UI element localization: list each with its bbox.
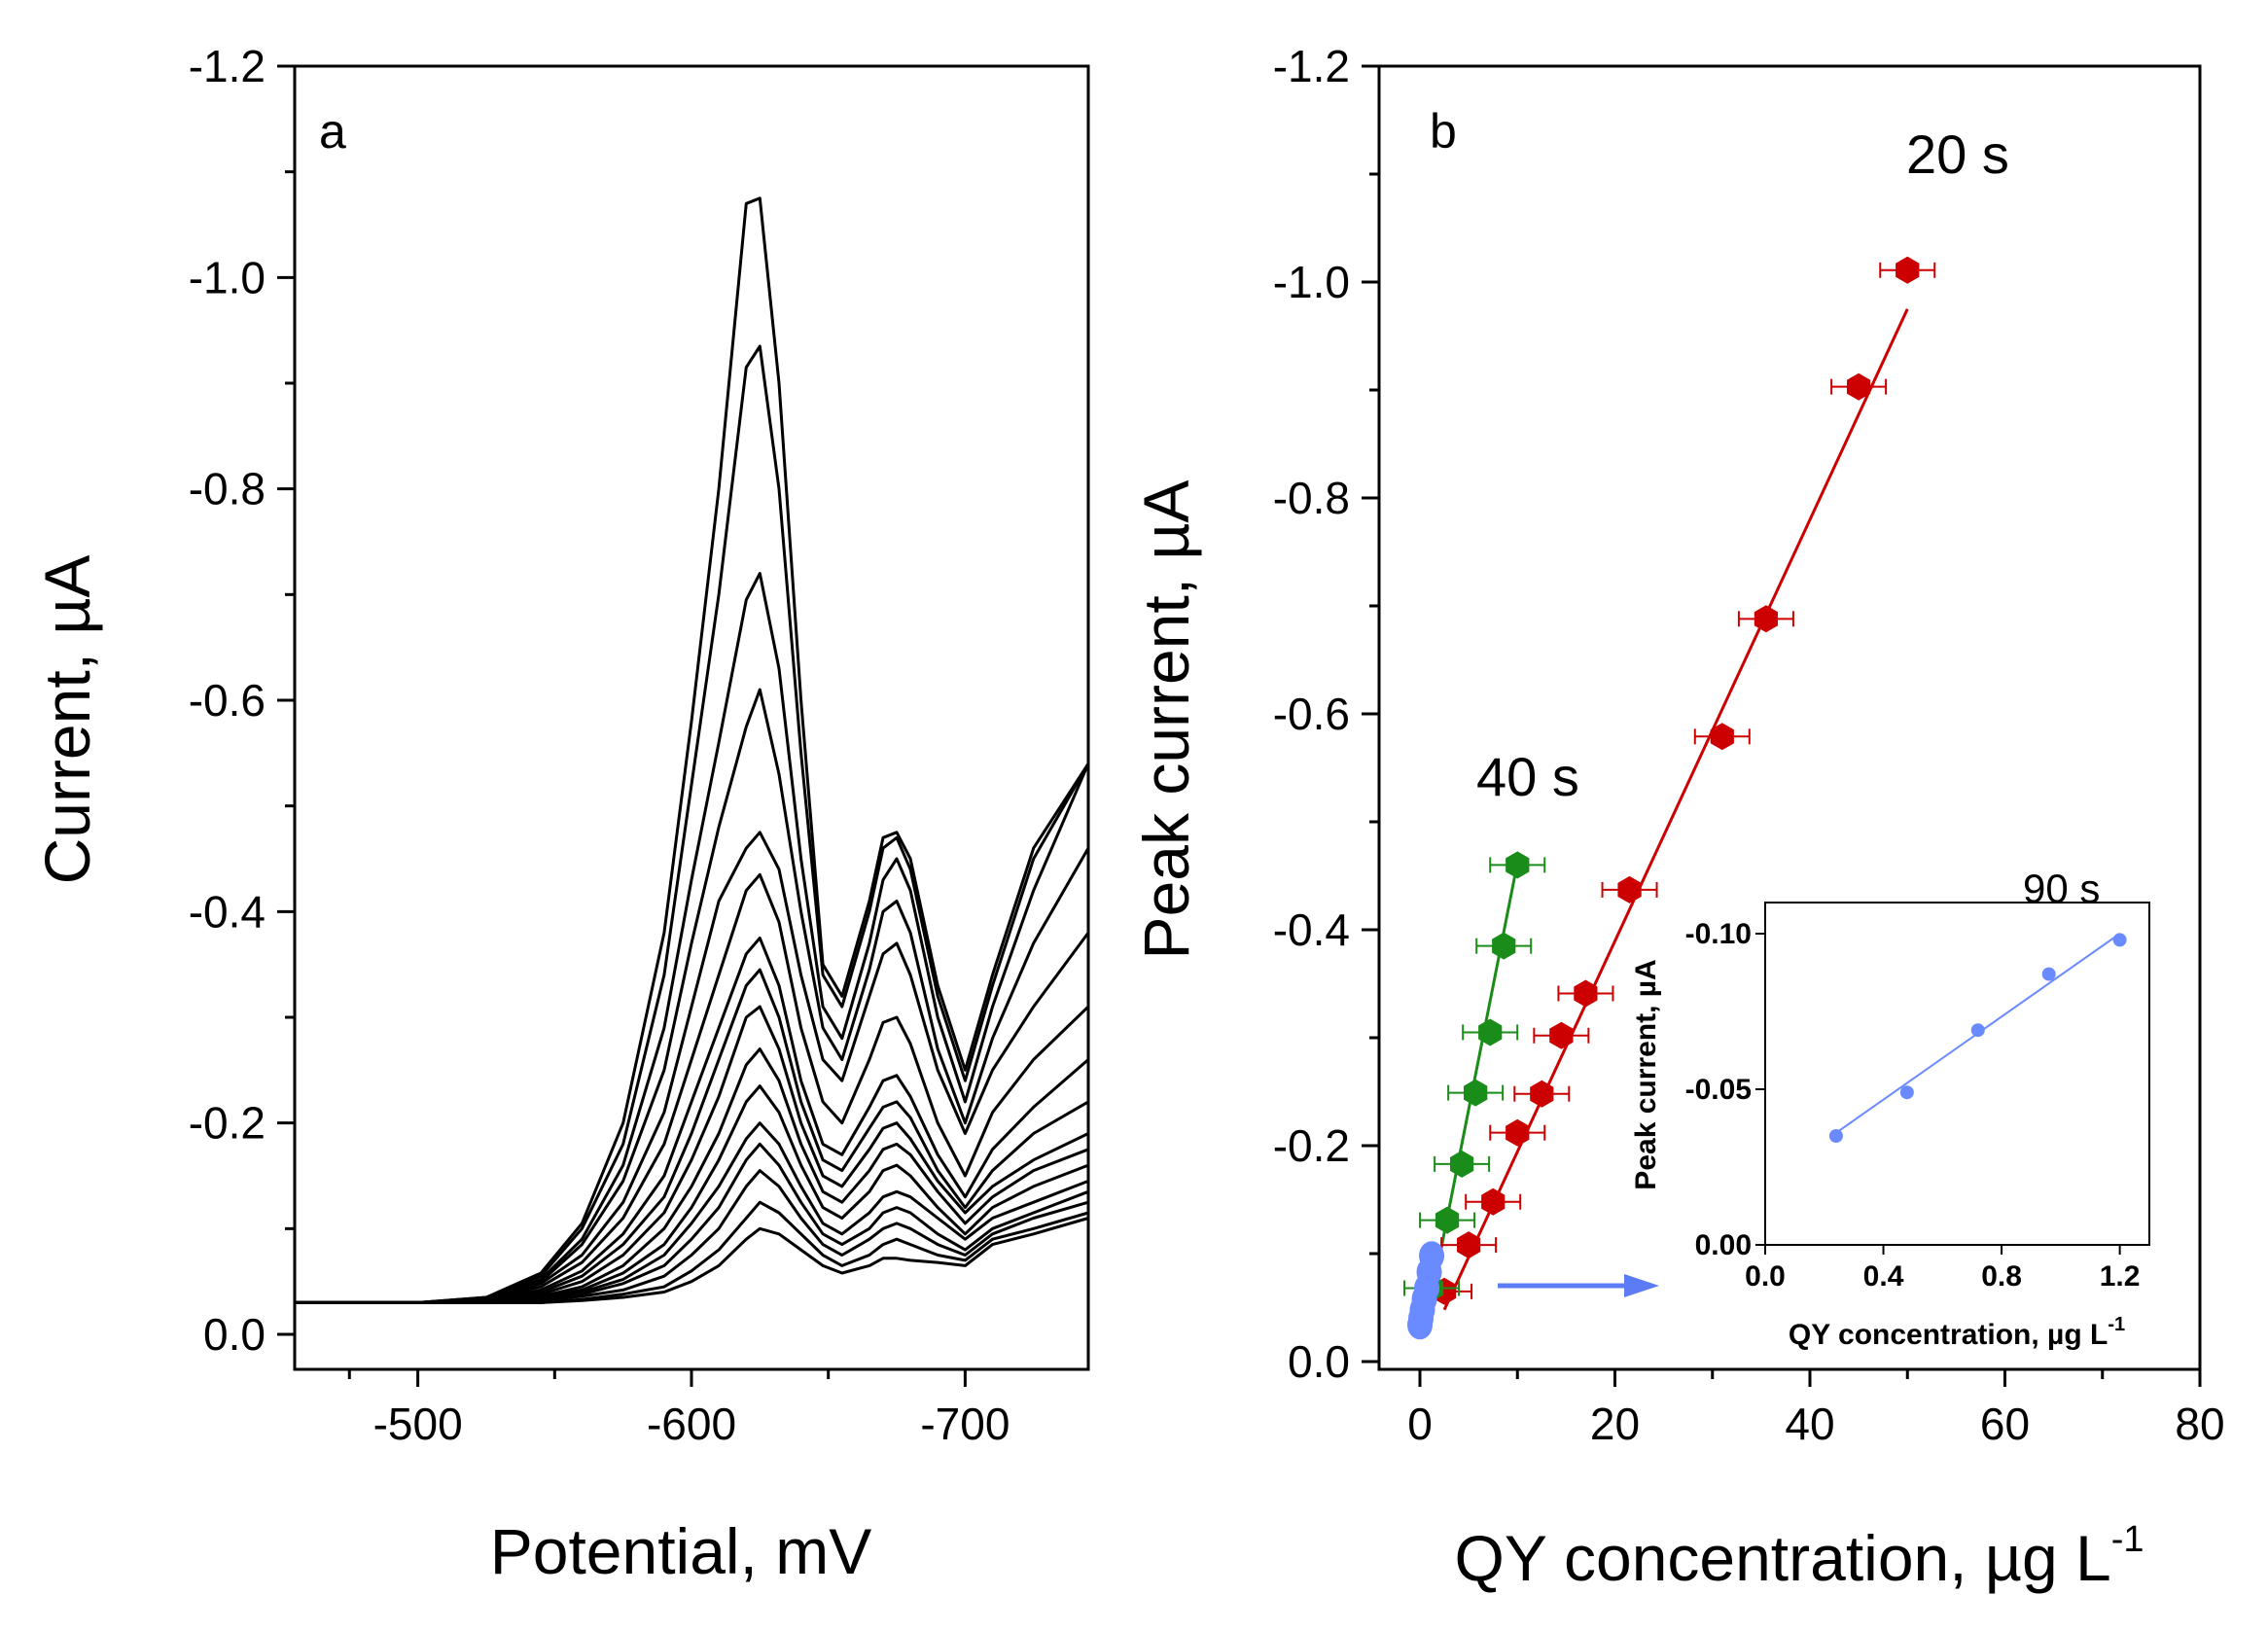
data-point-20s: [1754, 605, 1778, 633]
voltammogram-curve-2: [295, 1200, 1089, 1304]
voltammogram-curve-7: [295, 1047, 1089, 1304]
panel-b-y-tick-label: -1.0: [1273, 257, 1350, 307]
voltammogram-curve-13: [295, 688, 1090, 1304]
panel-a: -500 -600 -700 0.0 -0.2 -0.4 -0.6 -0.8 -1.0 -1.2…: [31, 41, 1090, 1587]
data-point-20s: [1549, 1021, 1574, 1049]
panel-b-x-axis-label-text: QY concentration, µg L: [1454, 1522, 2110, 1594]
panel-b-x-tick-label: 60: [1980, 1399, 2030, 1449]
panel-a-y-tick-label: -0.6: [189, 675, 266, 726]
data-point-40s: [1435, 1206, 1460, 1234]
inset-y-ticks: 0.00 -0.05 -0.10: [1685, 918, 1765, 1261]
inset-x-axis-label: QY concentration, µg L-1: [1789, 1314, 2125, 1351]
inset-data-point: [1899, 1085, 1914, 1100]
inset-data-point: [1970, 1023, 1985, 1038]
arrow-to-inset: [1498, 1274, 1659, 1297]
inset-y-axis-label: Peak current, µA: [1630, 959, 1662, 1189]
panel-a-curves: [295, 196, 1090, 1304]
panel-b-y-tick-label: -0.4: [1273, 904, 1350, 955]
panel-a-x-tick-label: -600: [647, 1399, 736, 1449]
inset-data-point: [1828, 1129, 1843, 1143]
panel-a-x-ticks: -500 -600 -700: [347, 1369, 1010, 1449]
panel-b-x-tick-label: 80: [2175, 1399, 2224, 1449]
data-point-20s: [1506, 1118, 1530, 1147]
voltammogram-curve-14: [295, 572, 1090, 1304]
inset-x-tick-label: 0.0: [1745, 1260, 1786, 1293]
inset-chart: 0.0 0.4 0.8 1.2 0.00 -0.05 -0.10 90 s QY conc…: [1630, 866, 2150, 1351]
panel-b: 0 20 40 60 80 0.0-0.2-0.4-0.6-0.8-1.0-1.2 b …: [1130, 41, 2225, 1594]
data-point-40s: [1478, 1018, 1503, 1046]
data-point-40s: [1506, 851, 1530, 879]
panel-b-x-ticks: 0 20 40 60 80: [1407, 1369, 2225, 1449]
panel-b-y-tick-label: 0.0: [1288, 1336, 1350, 1387]
voltammogram-curve-16: [295, 196, 1090, 1304]
panel-a-y-tick-label: -0.4: [189, 886, 266, 937]
inset-data-point: [2041, 967, 2056, 981]
panel-a-x-tick-label: -700: [920, 1399, 1010, 1449]
inset-x-axis-label-sup: -1: [2108, 1314, 2125, 1335]
panel-b-x-tick-label: 0: [1407, 1399, 1433, 1449]
voltammogram-curve-8: [295, 1005, 1089, 1304]
panel-b-x-tick-label: 40: [1785, 1399, 1834, 1449]
voltammogram-curve-11: [295, 872, 1090, 1304]
inset-y-tick-label: -0.05: [1685, 1074, 1752, 1106]
panel-b-letter: b: [1430, 104, 1457, 159]
inset-points: [1828, 933, 2127, 1143]
panel-b-y-tick-label: -0.8: [1273, 473, 1350, 523]
data-point-40s: [1492, 932, 1516, 960]
voltammogram-curve-5: [295, 1121, 1089, 1304]
inset-annotation-90s: 90 s: [2023, 866, 2100, 911]
panel-a-x-axis-label: Potential, mV: [490, 1515, 872, 1587]
data-point-20s: [1457, 1231, 1481, 1259]
panel-b-x-axis-label-sup: -1: [2111, 1519, 2144, 1560]
panel-a-y-axis-label: Current, µA: [31, 555, 103, 885]
panel-b-x-axis-label: QY concentration, µg L-1: [1454, 1519, 2144, 1594]
inset-y-tick-label: 0.00: [1695, 1229, 1752, 1261]
data-point-20s: [1896, 256, 1920, 284]
data-point-90s: [1419, 1241, 1445, 1271]
data-point-40s: [1450, 1150, 1474, 1178]
inset-data-point: [2112, 933, 2127, 947]
data-point-40s: [1464, 1079, 1488, 1107]
panel-a-y-tick-label: -0.2: [189, 1098, 266, 1149]
data-point-20s: [1481, 1187, 1506, 1216]
inset-y-tick-label: -0.10: [1685, 918, 1752, 950]
panel-b-y-axis-label: Peak current, µA: [1130, 480, 1202, 960]
panel-a-y-tick-label: 0.0: [203, 1309, 266, 1360]
inset-x-axis-label-text: QY concentration, µg L: [1789, 1319, 2108, 1351]
data-point-20s: [1617, 875, 1642, 904]
panel-b-x-tick-label: 20: [1590, 1399, 1640, 1449]
voltammogram-curve-12: [295, 831, 1090, 1304]
inset-x-tick-label: 1.2: [2100, 1260, 2141, 1293]
inset-frame: [1764, 902, 2150, 1246]
panel-a-y-tick-label: -1.0: [189, 252, 266, 302]
panel-a-y-tick-label: -0.8: [189, 464, 266, 514]
data-point-20s: [1530, 1080, 1554, 1108]
panel-a-y-tick-label: -1.2: [189, 41, 266, 91]
panel-a-y-ticks: 0.0 -0.2 -0.4 -0.6 -0.8 -1.0 -1.2: [189, 41, 295, 1360]
voltammogram-curve-9: [295, 968, 1089, 1304]
inset-x-ticks: 0.0 0.4 0.8 1.2: [1745, 1245, 2140, 1293]
panel-b-y-tick-label: -1.2: [1273, 41, 1350, 91]
annotation-40s: 40 s: [1476, 746, 1579, 807]
inset-x-tick-label: 0.4: [1863, 1260, 1904, 1293]
data-point-20s: [1574, 979, 1598, 1008]
panel-b-y-ticks: 0.0 -0.2 -0.4 -0.6 -0.8 -1.0 -1.2: [1273, 41, 1379, 1387]
annotation-20s: 20 s: [1906, 124, 2009, 185]
voltammogram-curve-15: [295, 344, 1090, 1304]
panel-b-y-tick-label: -0.6: [1273, 689, 1350, 739]
panel-b-points: [1403, 256, 1936, 1340]
panel-a-letter: a: [319, 104, 346, 159]
panel-a-x-tick-label: -500: [373, 1399, 463, 1449]
inset-x-tick-label: 0.8: [1981, 1260, 2022, 1293]
panel-b-y-tick-label: -0.2: [1273, 1120, 1350, 1171]
voltammogram-curve-10: [295, 937, 1089, 1304]
data-point-20s: [1847, 372, 1871, 401]
panel-b-frame: [1377, 64, 2202, 1371]
data-point-20s: [1710, 723, 1734, 751]
